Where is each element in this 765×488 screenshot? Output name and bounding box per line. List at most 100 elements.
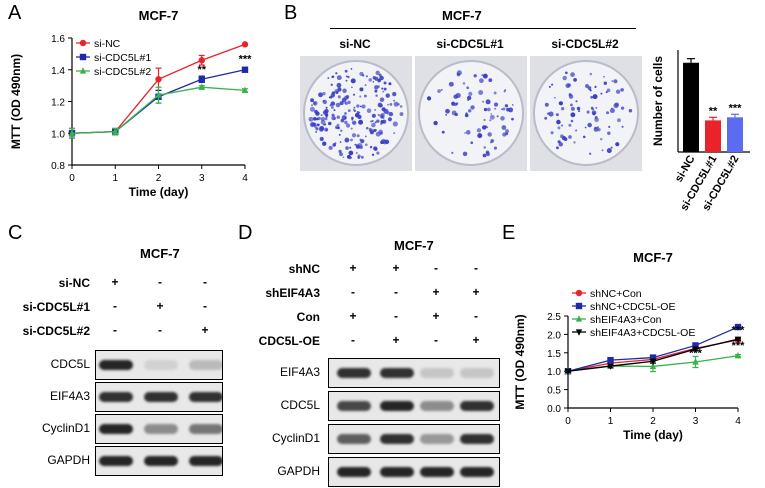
- blot-protein-label: GAPDH: [47, 453, 90, 467]
- colony: [377, 78, 381, 83]
- colony: [339, 152, 343, 157]
- dish-label: si-CDC5L#1: [436, 37, 504, 51]
- colony: [345, 123, 351, 128]
- colony: [600, 92, 603, 95]
- legend-entry: shEIF4A3+CDC5L-OE: [590, 327, 695, 339]
- dish-plate: [418, 60, 524, 166]
- colony: [562, 75, 567, 81]
- colony: [313, 102, 317, 105]
- series-2: [68, 83, 249, 139]
- x-tick-label: 4: [735, 416, 741, 427]
- colony: [336, 75, 342, 81]
- blot-protein-label: CyclinD1: [271, 431, 320, 445]
- colony: [594, 117, 599, 123]
- colony: [341, 97, 347, 103]
- colony: [511, 117, 514, 121]
- x-tick-label: 3: [693, 416, 699, 427]
- colony: [344, 120, 348, 125]
- colony: [387, 117, 393, 122]
- colony: [377, 113, 380, 116]
- colony: [593, 127, 599, 132]
- colony: [344, 69, 348, 73]
- legend-marker: [575, 315, 583, 322]
- colony: [568, 135, 572, 139]
- blot-band: [99, 392, 133, 402]
- colony: [340, 129, 343, 132]
- panel-b-title-rule: [330, 28, 636, 29]
- colony: [470, 141, 474, 145]
- colony: [490, 113, 493, 115]
- colony: [494, 107, 497, 110]
- colony: [486, 126, 489, 129]
- colony: [503, 90, 506, 93]
- condition-sign: +: [472, 285, 480, 299]
- condition-label: si-CDC5L#1: [22, 300, 90, 314]
- legend-marker: [575, 289, 583, 297]
- legend-marker: [575, 329, 583, 336]
- blot-band: [420, 467, 454, 477]
- blot-band: [337, 434, 371, 444]
- colony: [445, 108, 450, 114]
- legend-entry: si-CDC5L#2: [94, 66, 151, 78]
- data-point: [734, 351, 742, 359]
- blot-strip: [95, 446, 223, 476]
- colony: [387, 103, 389, 106]
- significance-label: ***: [729, 102, 743, 114]
- colony: [564, 71, 568, 75]
- colony: [482, 153, 487, 158]
- data-point: [734, 323, 742, 331]
- colony: [465, 112, 468, 115]
- colony: [350, 138, 353, 142]
- colony: [351, 120, 357, 125]
- colony: [466, 95, 472, 101]
- colony: [324, 108, 329, 114]
- colony: [467, 99, 470, 101]
- colony: [555, 146, 559, 150]
- legend-marker: [79, 67, 87, 74]
- colony: [485, 99, 491, 105]
- colony: [476, 128, 482, 133]
- chart-b: Number of cellssi-NC**si-CDC5L#1***si-CD…: [651, 50, 750, 213]
- data-point: [198, 76, 205, 83]
- colony: [388, 82, 392, 86]
- data-point: [241, 86, 249, 93]
- colony: [357, 114, 362, 120]
- colony: [328, 145, 333, 151]
- colony: [560, 124, 563, 127]
- data-point: [68, 129, 76, 136]
- colony: [332, 143, 337, 147]
- colony: [554, 96, 556, 99]
- colony: [504, 104, 509, 108]
- y-tick-label: 2.5: [547, 312, 561, 323]
- condition-label: si-NC: [58, 276, 90, 290]
- colony: [371, 119, 374, 122]
- colony: [373, 128, 377, 133]
- data-point: [198, 83, 205, 90]
- data-point: [241, 66, 249, 73]
- condition-sign: -: [474, 309, 478, 323]
- condition-sign: +: [156, 299, 164, 313]
- blot-band: [460, 368, 494, 378]
- colony: [369, 128, 374, 133]
- condition-sign: +: [432, 309, 440, 323]
- condition-label: si-CDC5L#2: [22, 324, 90, 338]
- blot-strip: [95, 414, 223, 444]
- colony: [500, 116, 505, 121]
- y-tick-label: 1.0: [547, 367, 561, 378]
- x-axis-label: Time (day): [623, 428, 683, 442]
- colony: [464, 113, 469, 118]
- colony: [478, 89, 484, 95]
- colony: [608, 125, 611, 128]
- colony: [481, 125, 487, 130]
- blot-band: [144, 392, 178, 402]
- legend-marker: [79, 39, 87, 47]
- chart-e: MCF-7 0.0 0.5 1.0 1.5 2.0 2.5 0 1 2 3 4 Time (day) MT…: [513, 250, 745, 442]
- colony: [371, 122, 376, 128]
- data-point: [649, 362, 657, 370]
- colony: [324, 117, 328, 121]
- blot-band: [380, 467, 414, 477]
- colony: [374, 89, 378, 93]
- colony: [322, 141, 327, 146]
- colony: [448, 81, 454, 87]
- colony: [388, 111, 394, 117]
